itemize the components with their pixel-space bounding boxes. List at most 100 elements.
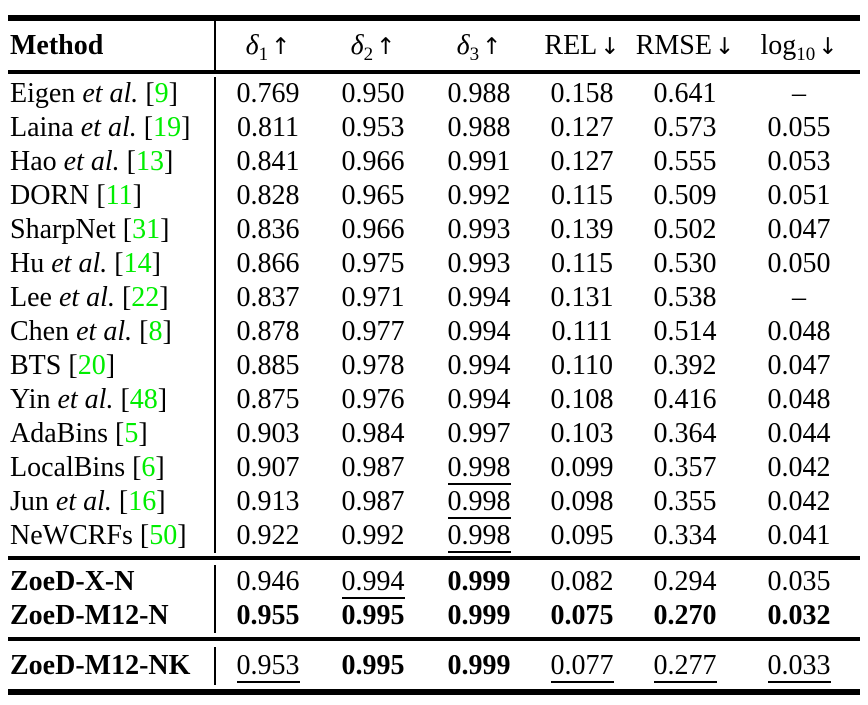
citation-ref[interactable]: [22] [121, 282, 169, 313]
metric-value: 0.977 [341, 316, 405, 347]
cell-metric-value: 0.999 [426, 599, 532, 633]
metric-value: 0.357 [653, 452, 717, 483]
up-arrow-icon: ↑ [482, 33, 502, 60]
metric-subscript: 1 [258, 43, 269, 65]
cell-metric-value: 0.950 [320, 77, 426, 111]
cell-metric-value: 0.994 [426, 349, 532, 383]
citation-number[interactable]: 50 [149, 520, 178, 551]
cell-metric-value: 0.108 [532, 383, 632, 417]
citation-number[interactable]: 16 [128, 486, 157, 517]
cell-metric-value: 0.053 [738, 145, 860, 179]
citation-number[interactable]: 6 [141, 452, 156, 483]
citation-ref[interactable]: [31] [122, 214, 170, 245]
col-header-metric: δ1 ↑ [214, 21, 320, 70]
citation-number[interactable]: 14 [123, 248, 152, 279]
cell-metric-value: 0.044 [738, 417, 860, 451]
citation-ref[interactable]: [20] [68, 350, 116, 381]
citation-ref[interactable]: [5] [115, 418, 148, 449]
metric-value: 0.953 [236, 649, 300, 683]
table-row: ZoeD-X-N 0.946 0.994 0.999 0.082 0.294 0.035 [8, 565, 860, 599]
cell-metric-value: 0.841 [214, 145, 320, 179]
table-row: Hao et al. [13] 0.841 0.966 0.991 0.127 0.555… [8, 145, 860, 179]
citation-ref[interactable]: [16] [118, 486, 166, 517]
citation-number[interactable]: 5 [124, 418, 139, 449]
cell-method: ZoeD-M12-N [8, 599, 215, 633]
col-header-metric: δ3 ↑ [426, 21, 532, 70]
metric-value: 0.509 [653, 180, 717, 211]
citation-number[interactable]: 11 [105, 180, 133, 211]
metric-value: 0.903 [236, 418, 300, 449]
cell-metric-value: 0.988 [426, 111, 532, 145]
table-rule [8, 556, 860, 560]
metric-value: 0.364 [653, 418, 717, 449]
citation-number[interactable]: 9 [154, 78, 169, 109]
method-name: Eigen [10, 78, 76, 109]
cell-metric-value: 0.966 [320, 145, 426, 179]
cell-metric-value: 0.364 [632, 417, 738, 451]
table-rule-line [8, 556, 860, 560]
cell-metric-value: 0.994 [426, 281, 532, 315]
metric-value: 0.042 [767, 452, 831, 483]
cell-metric-value: 0.907 [214, 451, 320, 485]
citation-number[interactable]: 20 [77, 350, 106, 381]
col-header-metric: RMSE ↓ [632, 21, 738, 70]
cell-metric-value: 0.992 [426, 179, 532, 213]
metric-symbol: REL [544, 29, 598, 61]
cell-metric-value: 0.075 [532, 599, 632, 633]
down-arrow-icon: ↓ [600, 33, 620, 60]
down-arrow-icon: ↓ [818, 33, 838, 60]
cell-metric-value: 0.995 [320, 599, 426, 633]
citation-number[interactable]: 8 [148, 316, 163, 347]
method-etal: et al. [51, 248, 108, 279]
cell-method: AdaBins [5] [8, 417, 215, 451]
cell-metric-value: 0.048 [738, 315, 860, 349]
cell-metric-value: 0.987 [320, 485, 426, 519]
metric-value: 0.502 [653, 214, 717, 245]
citation-number[interactable]: 19 [153, 112, 182, 143]
metric-value: 0.098 [550, 486, 614, 517]
metric-value: 0.988 [447, 112, 511, 143]
citation-ref[interactable]: [13] [126, 146, 174, 177]
citation-ref[interactable]: [48] [120, 384, 168, 415]
citation-ref[interactable]: [14] [114, 248, 161, 279]
metric-value: 0.108 [550, 384, 614, 415]
metric-value: 0.966 [341, 146, 405, 177]
method-name: ZoeD-M12-N [10, 600, 169, 631]
cell-method: Hu et al. [14] [8, 247, 215, 281]
metric-value: 0.971 [341, 282, 405, 313]
citation-number[interactable]: 13 [135, 146, 164, 177]
cell-method: Laina et al. [19] [8, 111, 215, 145]
citation-ref[interactable]: [19] [143, 112, 191, 143]
cell-metric-value: 0.573 [632, 111, 738, 145]
table-row: BTS [20] 0.885 0.978 0.994 0.110 0.392 0.047 [8, 349, 860, 383]
table-row: Hu et al. [14] 0.866 0.975 0.993 0.115 0.530 0… [8, 247, 860, 281]
cell-method: BTS [20] [8, 349, 215, 383]
metric-value: 0.131 [550, 282, 614, 313]
method-name: DORN [10, 180, 90, 211]
citation-ref[interactable]: [9] [145, 78, 178, 109]
citation-number[interactable]: 31 [132, 214, 161, 245]
metric-value: 0.975 [341, 248, 405, 279]
citation-ref[interactable]: [8] [139, 316, 172, 347]
table-row: ZoeD-M12-NK 0.953 0.995 0.999 0.077 0.277 0.03… [8, 647, 860, 685]
cell-metric-value: 0.051 [738, 179, 860, 213]
cell-metric-value: 0.032 [738, 599, 860, 633]
metric-value: 0.993 [447, 214, 511, 245]
table-row: Chen et al. [8] 0.878 0.977 0.994 0.111 0.514… [8, 315, 860, 349]
citation-ref[interactable]: [50] [139, 520, 187, 551]
table-row: SharpNet [31] 0.836 0.966 0.993 0.139 0.502 0.… [8, 213, 860, 247]
citation-number[interactable]: 22 [131, 282, 160, 313]
metric-value: 0.044 [767, 418, 831, 449]
cell-metric-value: 0.998 [426, 451, 532, 485]
citation-ref[interactable]: [11] [96, 180, 142, 211]
rule-bar [8, 689, 860, 695]
metric-value: – [792, 78, 806, 109]
cell-metric-value: 0.033 [738, 647, 860, 685]
cell-metric-value: 0.828 [214, 179, 320, 213]
method-name: NeWCRFs [10, 520, 133, 551]
metric-value: 0.277 [653, 649, 717, 683]
cell-metric-value: 0.048 [738, 383, 860, 417]
citation-ref[interactable]: [6] [132, 452, 165, 483]
table-row: Eigen et al. [9] 0.769 0.950 0.988 0.158 0.64… [8, 77, 860, 111]
citation-number[interactable]: 48 [129, 384, 158, 415]
